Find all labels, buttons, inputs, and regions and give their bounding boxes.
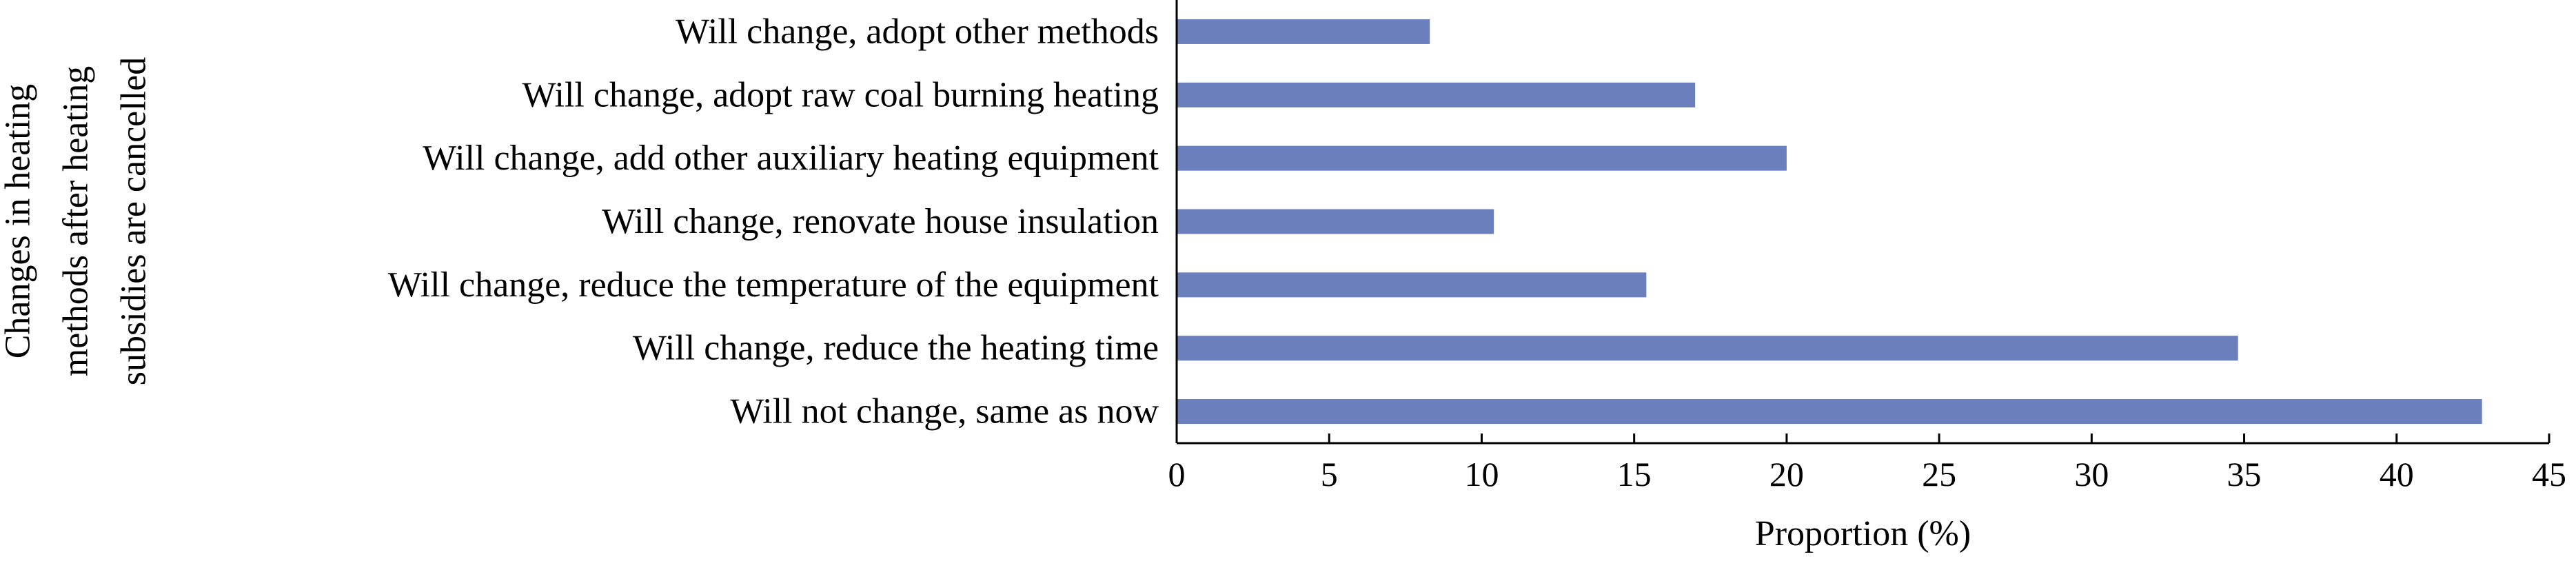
- bar: [1177, 19, 1430, 44]
- x-tick-label: 45: [2532, 455, 2566, 493]
- x-tick-label: 20: [1769, 455, 1804, 493]
- bar: [1177, 82, 1696, 108]
- bar: [1177, 336, 2238, 361]
- x-axis-title: Proportion (%): [1755, 514, 1971, 553]
- y-axis-title-line: subsidies are cancelled: [114, 57, 154, 385]
- y-tick-labels: Will change, adopt other methods Will cha…: [388, 12, 1159, 431]
- y-tick-label: Will change, adopt other methods: [676, 12, 1159, 51]
- bar: [1177, 272, 1647, 298]
- bar: [1177, 145, 1787, 171]
- y-axis-title: Changes in heating methods after heating s…: [0, 57, 154, 385]
- y-tick-label: Will change, adopt raw coal burning heat…: [523, 75, 1159, 114]
- x-tick-label: 5: [1321, 455, 1338, 493]
- x-tick-label: 10: [1464, 455, 1499, 493]
- bars-group: [1177, 19, 2482, 425]
- x-tick-label: 25: [1922, 455, 1956, 493]
- x-tick-label: 35: [2227, 455, 2262, 493]
- x-tick-label: 30: [2074, 455, 2109, 493]
- y-axis-title-line: methods after heating: [57, 66, 96, 377]
- y-axis-title-line: Changes in heating: [0, 84, 38, 359]
- x-tick-label: 0: [1168, 455, 1186, 493]
- bar: [1177, 399, 2482, 425]
- y-tick-label: Will change, renovate house insulation: [602, 202, 1159, 241]
- x-tick-label: 40: [2380, 455, 2414, 493]
- y-tick-label: Will change, reduce the temperature of t…: [388, 265, 1159, 305]
- bar: [1177, 209, 1494, 234]
- x-ticks: 0 5 10 15 20 25 30 35 40 45: [1168, 434, 2566, 493]
- y-tick-label: Will change, add other auxiliary heating…: [423, 139, 1159, 178]
- y-tick-label: Will not change, same as now: [730, 392, 1159, 431]
- y-tick-label: Will change, reduce the heating time: [633, 329, 1159, 368]
- x-tick-label: 15: [1617, 455, 1652, 493]
